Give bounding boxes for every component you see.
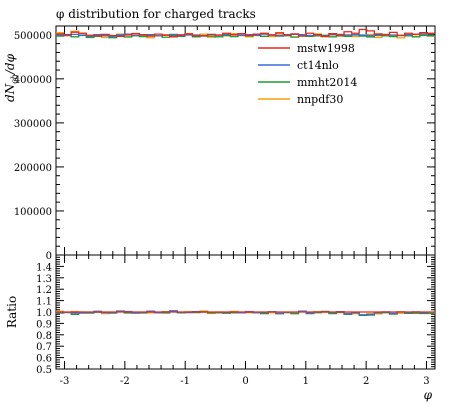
legend-label-nnpdf30: nnpdf30 (297, 93, 343, 106)
main-plot-frame (55, 25, 436, 256)
ratio-tick-label: 0.6 (36, 354, 52, 365)
ratio-series-lines (56, 310, 435, 316)
ratio-tick-label: 0.5 (36, 365, 52, 376)
ratio-tick-label: 1.2 (36, 285, 52, 296)
x-tick-label: 1 (303, 376, 309, 387)
legend-label-mstw1998: mstw1998 (297, 42, 355, 55)
x-tick-label: 3 (423, 376, 429, 387)
x-tick-labels: -3 -2 -1 0 1 2 3 (60, 376, 430, 387)
ratio-tick-label: 1.0 (36, 308, 52, 319)
chart-title: φ distribution for charged tracks (56, 7, 256, 21)
ratio-axis-label: Ratio (5, 296, 19, 328)
x-tick-label: 0 (242, 376, 248, 387)
y-tick-label: 300000 (14, 119, 52, 130)
ratio-tick-label: 0.8 (36, 331, 52, 342)
ratio-tick-labels: 0.50.60.70.80.91.01.11.21.31.4 (36, 262, 52, 376)
ratio-tick-label: 1.1 (36, 297, 52, 308)
y-axis-label: dNch/dφ (3, 53, 19, 102)
legend: mstw1998 ct14nlo mmht2014 nnpdf30 (258, 42, 357, 106)
x-tick-label: -3 (60, 376, 70, 387)
y-tick-label: 400000 (14, 75, 52, 86)
ratio-tick-label: 1.3 (36, 274, 52, 285)
series-line-mstw1998 (56, 28, 435, 38)
y-tick-label: 200000 (14, 163, 52, 174)
ratio-tick-label: 0.7 (36, 342, 52, 353)
main-axis-ticks (56, 26, 435, 256)
x-tick-label: -1 (180, 376, 190, 387)
y-tick-label: 500000 (14, 31, 52, 42)
main-series-lines (56, 28, 435, 39)
ratio-axis-ticks (56, 254, 435, 370)
legend-label-mmht2014: mmht2014 (297, 76, 357, 89)
legend-label-ct14nlo: ct14nlo (297, 59, 339, 72)
ratio-tick-label: 0.9 (36, 319, 52, 330)
y-tick-labels: 0 100000 200000 300000 400000 500000 (14, 31, 52, 262)
x-tick-label: -2 (120, 376, 130, 387)
y-tick-label: 100000 (14, 207, 52, 218)
y-tick-label: 0 (46, 251, 52, 262)
x-tick-label: 2 (363, 376, 369, 387)
x-axis-label: φ (424, 388, 433, 402)
ratio-tick-label: 1.4 (36, 262, 52, 273)
